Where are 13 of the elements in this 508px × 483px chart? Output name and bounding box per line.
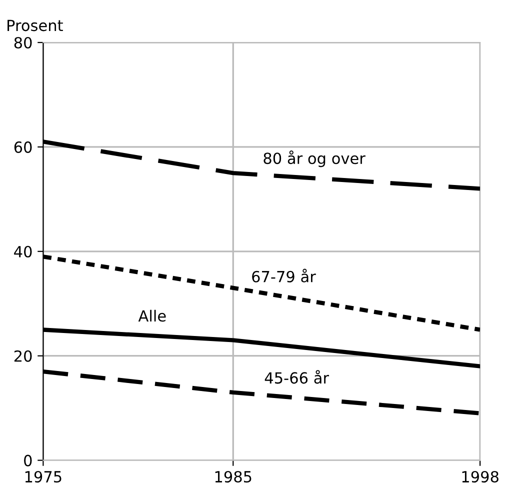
x-tick-label: 1975 xyxy=(25,470,62,483)
y-tick-label: 0 xyxy=(24,454,32,466)
series-label: 45-66 år xyxy=(264,370,330,384)
y-tick-label: 80 xyxy=(14,36,32,49)
y-axis-title: Prosent xyxy=(8,20,63,32)
y-tick-label: 40 xyxy=(14,246,32,258)
series-label: 67-79 år xyxy=(252,268,316,282)
y-tick-label: 20 xyxy=(14,350,32,362)
x-tick-label: 1998 xyxy=(462,470,498,483)
x-tick-label: 1985 xyxy=(215,470,252,483)
y-tick-label: 60 xyxy=(14,141,32,153)
series-label: 80 år og over xyxy=(264,150,366,168)
series-label: Alle xyxy=(138,310,166,322)
